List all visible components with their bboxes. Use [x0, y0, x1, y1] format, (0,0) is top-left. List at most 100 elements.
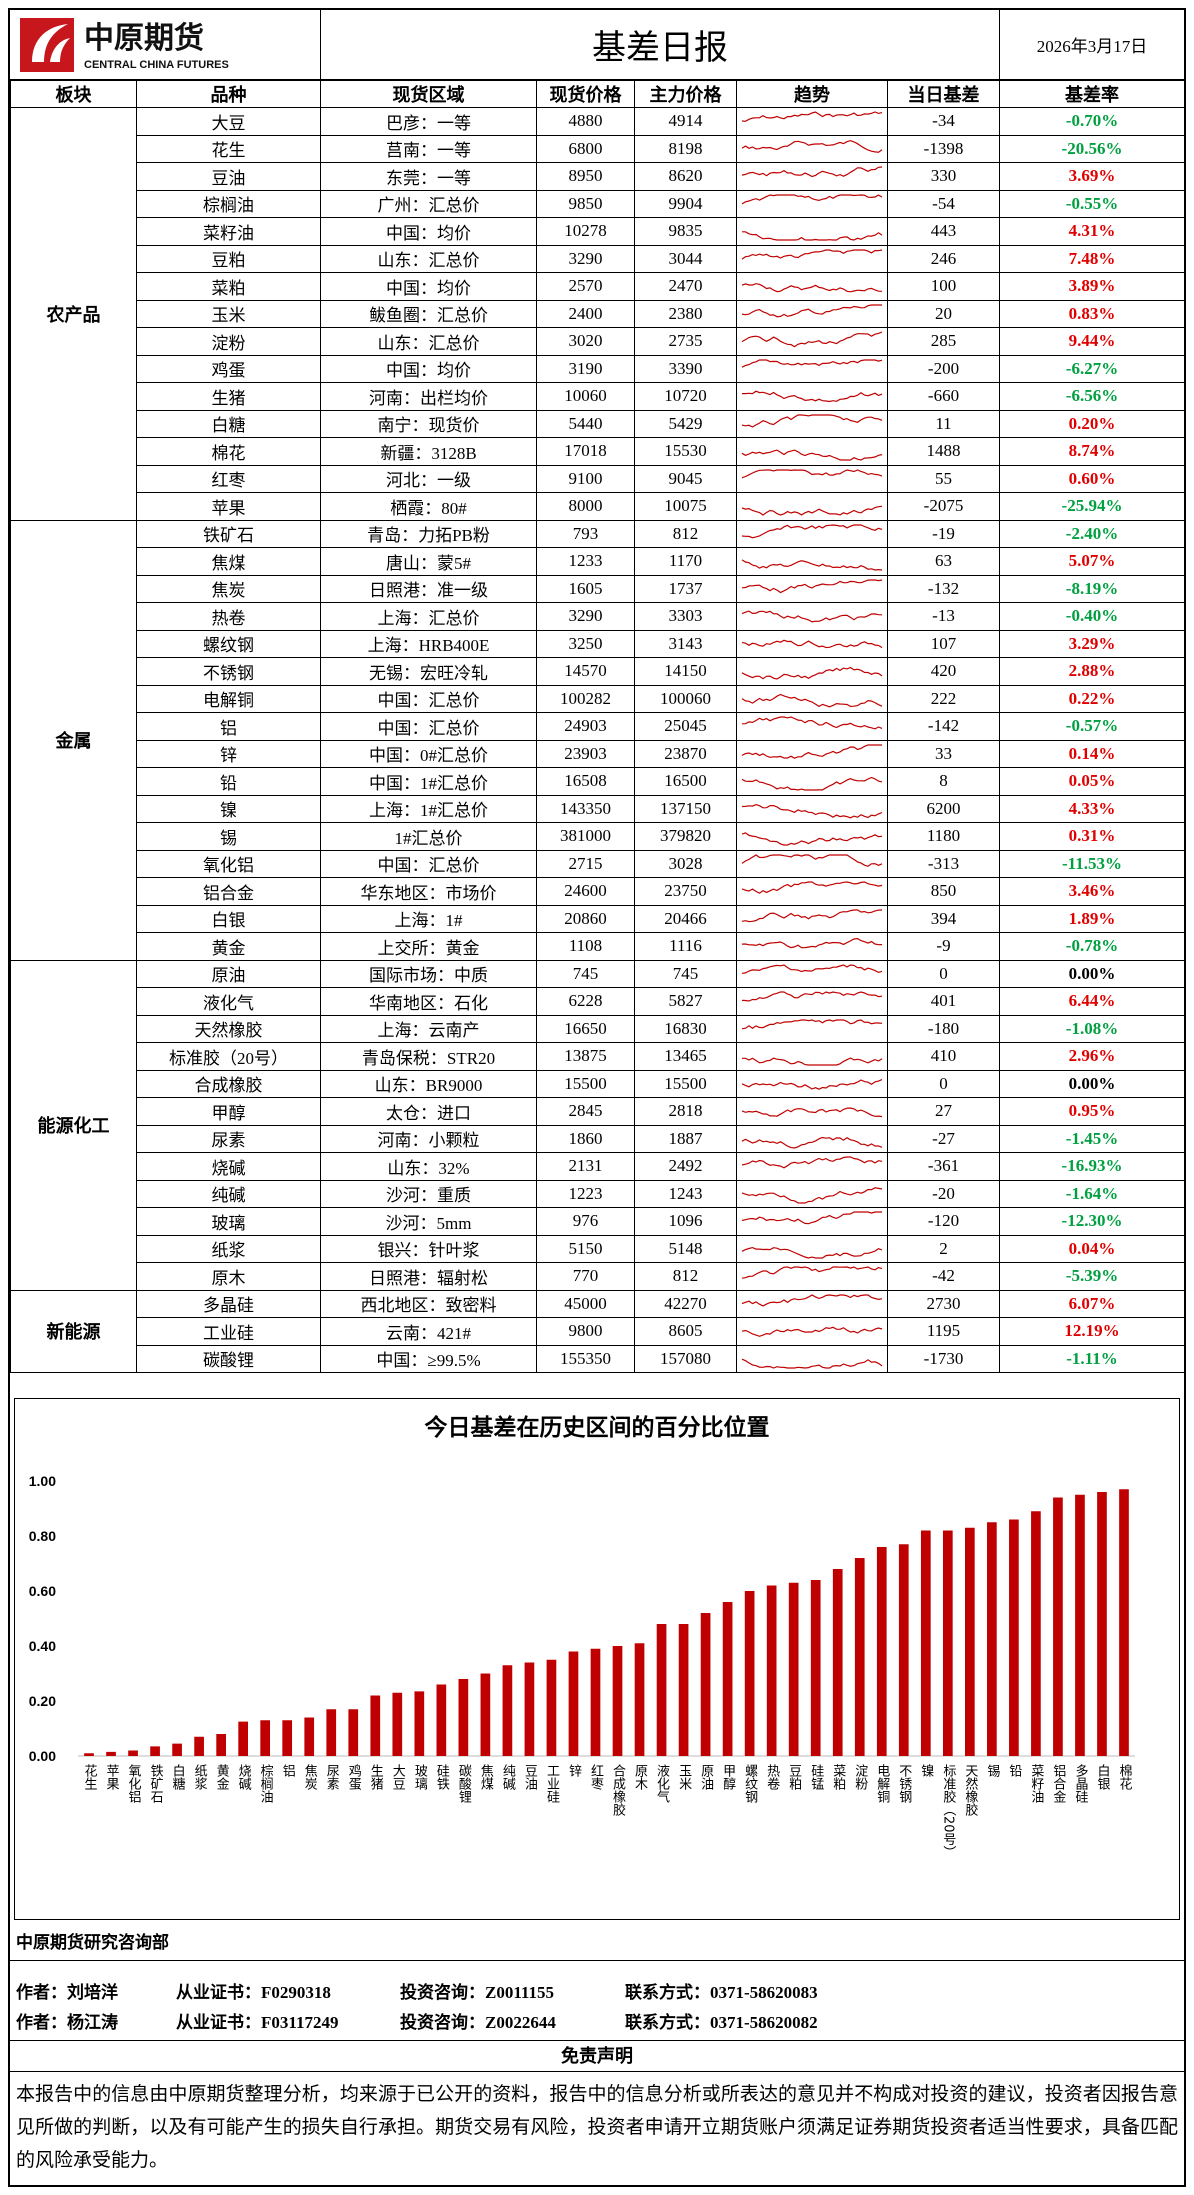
- region-cell: 沙河：5mm: [320, 1207, 537, 1236]
- basis-cell: 6200: [887, 794, 1000, 823]
- trend-cell: [736, 382, 888, 411]
- basis-rate-cell: 0.60%: [999, 464, 1185, 493]
- chart: 今日基差在历史区间的百分比位置 0.00 0.20 0.40 0.60 0.80 1.00…: [29, 1414, 1135, 1859]
- x-tick-label: 豆粕: [786, 1764, 802, 1790]
- spot-price-cell: 155350: [536, 1344, 635, 1373]
- trend-sparkline: [741, 414, 883, 428]
- futures-price-cell: 812: [634, 1262, 737, 1291]
- bar: [1075, 1494, 1085, 1756]
- x-tick-label: 锡: [984, 1764, 1000, 1777]
- table-row: 锌中国：0#汇总价 23903 23870 33 0.14%: [11, 739, 1185, 768]
- region-cell: 国际市场：中质: [320, 959, 537, 988]
- trend-line: [741, 449, 883, 461]
- y-tick-label: 0.20: [29, 1693, 56, 1709]
- basis-cell: -19: [887, 519, 1000, 548]
- table-row: 菜籽油 中国：均价 10278 9835 443 4.31%: [11, 217, 1185, 246]
- sector-cell: 农产品: [10, 107, 137, 521]
- futures-price-cell: 5827: [634, 987, 737, 1016]
- spot-price-cell: 24903: [536, 712, 635, 741]
- x-tick-label: 豆油: [522, 1764, 538, 1790]
- basis-table: 板块 品种 现货区域 现货价格 主力价格 趋势 当日基差 基差率 农产品 大豆 巴彦：一等 4880…: [10, 80, 1185, 1373]
- bar: [216, 1734, 226, 1756]
- x-tick-label: 白银: [1094, 1763, 1110, 1790]
- table-row: 烧碱 山东：32% 2131 2492 -361 -16.93%: [11, 1152, 1185, 1181]
- x-tick-label: 棉花: [1116, 1764, 1132, 1791]
- logo-cell: 中原期货 CENTRAL CHINA FUTURES: [10, 10, 321, 80]
- trend-line: [741, 610, 883, 623]
- bar: [1097, 1492, 1107, 1756]
- x-tick-label: 合成橡胶: [610, 1764, 626, 1817]
- trend-sparkline: [741, 667, 883, 680]
- trend-line: [741, 744, 882, 759]
- x-tick-label: 铁矿石: [148, 1764, 164, 1803]
- spot-price-cell: 2570: [536, 272, 635, 301]
- bar: [656, 1624, 667, 1756]
- bar: [634, 1643, 645, 1756]
- x-tick-label: 黄金: [214, 1764, 230, 1790]
- variety-cell: 白糖: [136, 409, 321, 438]
- trend-line: [741, 524, 883, 539]
- bar: [854, 1558, 865, 1756]
- trend-cell: [736, 354, 888, 383]
- spot-price-cell: 20860: [536, 904, 635, 933]
- futures-price-cell: 1096: [634, 1207, 737, 1236]
- basis-cell: -313: [887, 849, 1000, 878]
- y-tick-label: 0.00: [29, 1748, 56, 1764]
- x-tick-label: 苹果: [104, 1764, 120, 1790]
- x-tick-label: 纸浆: [192, 1764, 208, 1790]
- variety-cell: 铁矿石: [136, 519, 321, 548]
- basis-cell: 55: [887, 464, 1000, 493]
- futures-price-cell: 745: [634, 959, 737, 988]
- basis-rate-cell: 8.74%: [999, 437, 1185, 466]
- table-row: 标准胶（20号） 青岛保税：STR20 13875 13465 410 2.96%: [11, 1042, 1185, 1071]
- x-tick-label: 铝合金: [1050, 1764, 1066, 1803]
- bar: [964, 1527, 975, 1756]
- x-tick-label: 焦炭: [302, 1764, 318, 1791]
- spot-price-cell: 10060: [536, 382, 635, 411]
- basis-rate-cell: -25.94%: [999, 492, 1185, 521]
- x-tick-label: 氧化铝: [126, 1764, 142, 1803]
- author-field: 投资咨询：Z0022644: [400, 2013, 556, 2032]
- x-tick-label: 白糖: [170, 1763, 186, 1791]
- variety-cell: 棕榈油: [136, 189, 321, 218]
- bar: [590, 1648, 601, 1756]
- basis-cell: 850: [887, 877, 1000, 906]
- trend-sparkline: [741, 1078, 883, 1090]
- table-row: 铝合金 华东地区：市场价 24600 23750 850 3.46%: [11, 877, 1185, 906]
- variety-cell: 纸浆: [136, 1234, 321, 1263]
- variety-cell: 豆粕: [136, 244, 321, 273]
- divider: [10, 2071, 1184, 2072]
- variety-cell: 玻璃: [136, 1207, 321, 1236]
- table-row: 电解铜 中国：汇总价 100282 100060 222 0.22%: [11, 684, 1185, 713]
- basis-cell: 401: [887, 987, 1000, 1016]
- futures-price-cell: 9045: [634, 464, 737, 493]
- chart-box: 今日基差在历史区间的百分比位置 0.00 0.20 0.40 0.60 0.80 1.00…: [14, 1398, 1180, 1920]
- futures-price-cell: 1170: [634, 547, 737, 576]
- trend-sparkline: [741, 579, 883, 593]
- variety-cell: 铅: [136, 767, 321, 796]
- x-tick-label: 棕榈油: [258, 1764, 274, 1803]
- trend-line: [741, 139, 883, 153]
- table-row: 白糖 南宁：现货价 5440 5429 11 0.20%: [11, 409, 1185, 438]
- trend-sparkline: [741, 803, 883, 819]
- region-cell: 新疆：3128B: [320, 437, 537, 466]
- trend-line: [741, 1156, 883, 1169]
- basis-rate-cell: 3.69%: [999, 162, 1185, 191]
- x-tick-label: 铝: [280, 1764, 296, 1777]
- variety-cell: 大豆: [136, 107, 321, 136]
- table-row: 尿素 河南：小颗粒 1860 1887 -27 -1.45%: [11, 1124, 1185, 1153]
- column-header: 趋势: [736, 80, 888, 108]
- bar: [194, 1736, 204, 1756]
- spot-price-cell: 45000: [536, 1289, 635, 1318]
- column-header: 主力价格: [634, 80, 737, 108]
- table-row: 金属 铁矿石 青岛：力拓PB粉 793 812 -19 -2.40%: [10, 519, 1185, 961]
- region-cell: 山东：汇总价: [320, 327, 537, 356]
- variety-cell: 锌: [136, 739, 321, 768]
- logo-swoosh: [32, 24, 68, 62]
- table-row: 红枣 河北：一级 9100 9045 55 0.60%: [11, 464, 1185, 493]
- spot-price-cell: 770: [536, 1262, 635, 1291]
- trend-cell: [736, 1317, 888, 1346]
- trend-sparkline: [741, 881, 883, 895]
- trend-sparkline: [741, 1246, 883, 1259]
- logo-en: CENTRAL CHINA FUTURES: [84, 59, 229, 71]
